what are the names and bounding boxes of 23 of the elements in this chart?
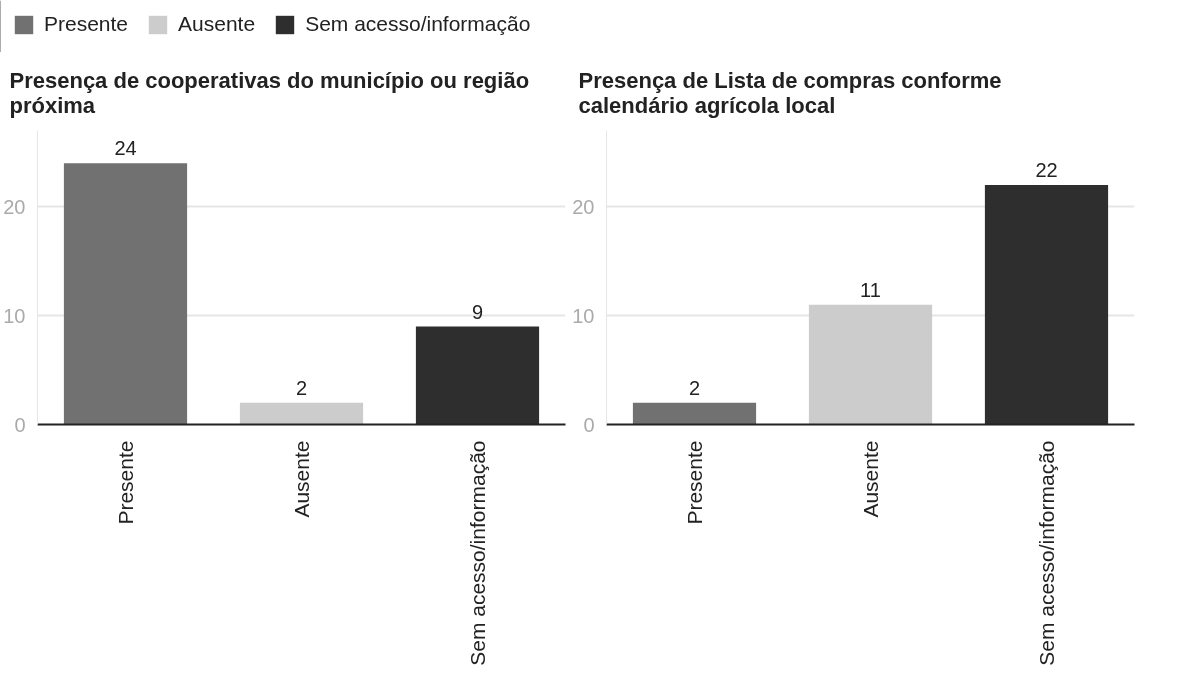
data-label: 22 [1035,158,1058,181]
legend-label: Ausente [178,12,256,36]
chart-title: Presença de Lista de compras conforme calendário agrícola local [578,67,1002,118]
data-label: 24 [114,137,137,160]
data-label: 2 [295,376,308,399]
legend-label: Sem acesso/informação [305,12,531,36]
y-tick-label: 10 [572,304,595,327]
data-label: 2 [688,376,701,399]
y-tick-label: 0 [583,413,595,436]
chart-title: Presença de cooperativas do município ou região próxima [9,67,530,118]
x-tick-label: Sem acesso/informação [1035,440,1058,666]
data-label: 11 [860,278,881,301]
y-tick-label: 20 [3,195,26,218]
x-tick-label: Sem acesso/informação [466,440,489,666]
legend-label: Presente [44,12,129,36]
x-tick-label: Ausente [290,440,313,518]
x-tick-label: Presente [114,440,137,525]
y-tick-label: 0 [14,413,26,436]
y-tick-label: 10 [3,304,26,327]
y-tick-label: 20 [572,195,595,218]
x-tick-label: Ausente [859,440,882,518]
data-label: 9 [471,300,484,323]
x-tick-label: Presente [683,440,706,525]
